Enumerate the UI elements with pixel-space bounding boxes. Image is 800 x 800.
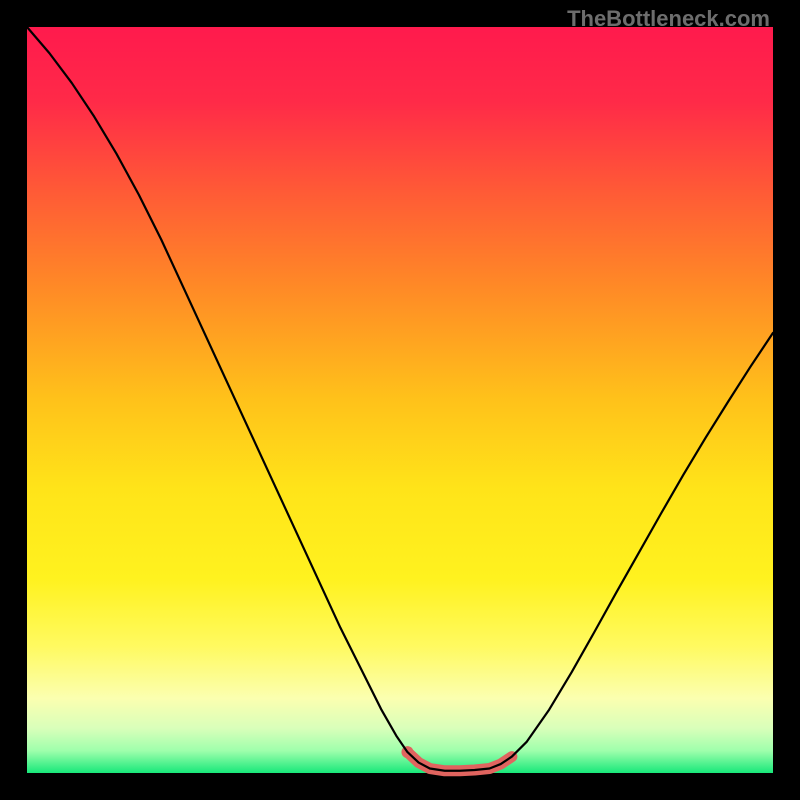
- highlight-segment: [407, 752, 511, 771]
- watermark-text: TheBottleneck.com: [567, 6, 770, 32]
- chart-plot-area: [27, 27, 773, 773]
- bottleneck-curve: [27, 27, 773, 771]
- chart-svg-layer: [27, 27, 773, 773]
